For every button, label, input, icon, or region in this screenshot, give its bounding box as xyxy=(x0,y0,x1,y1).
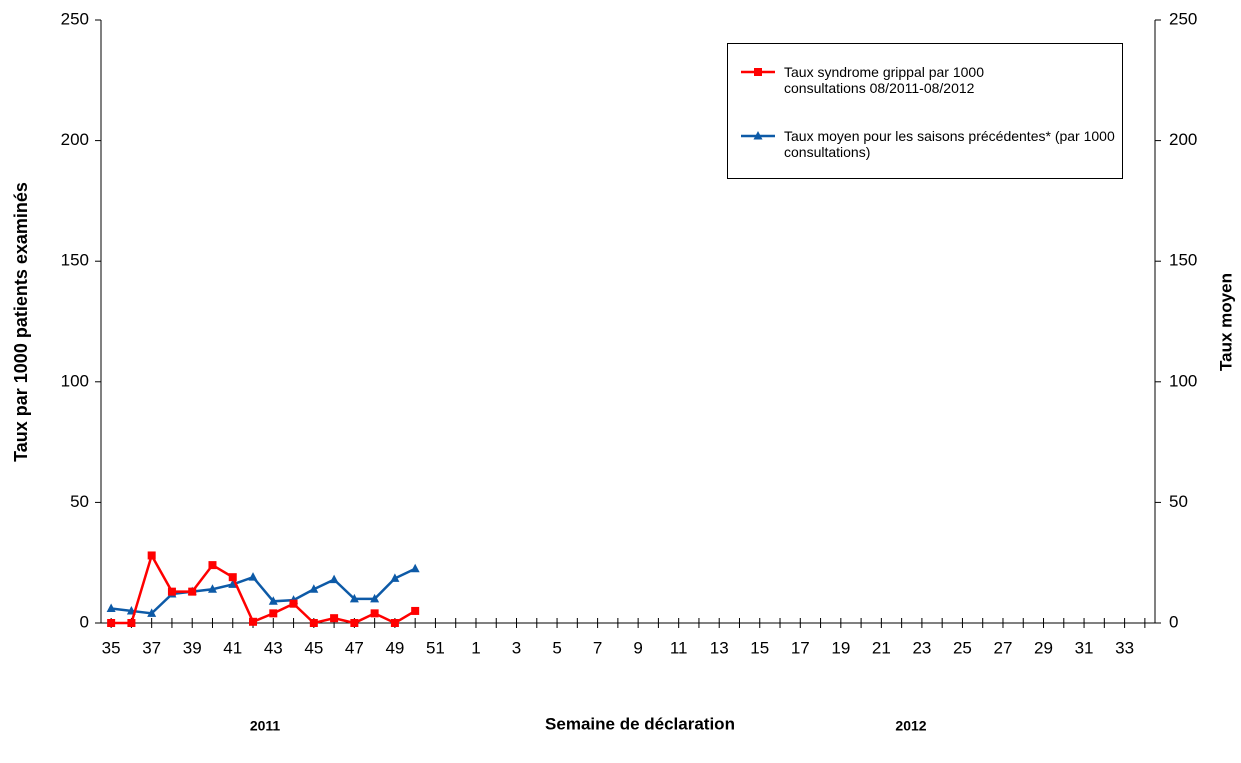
x-tick-label: 15 xyxy=(750,638,769,657)
point xyxy=(390,619,399,627)
y2-tick-label: 150 xyxy=(1169,251,1197,270)
y-tick-label: 150 xyxy=(61,251,89,270)
x-tick-label: 31 xyxy=(1075,638,1094,657)
x-tick-label: 9 xyxy=(633,638,642,657)
x-tick-label: 43 xyxy=(264,638,283,657)
point xyxy=(147,551,156,560)
x-tick-label: 51 xyxy=(426,638,445,657)
y2-tick-label: 100 xyxy=(1169,371,1197,390)
point xyxy=(207,584,217,593)
point xyxy=(248,572,258,581)
x-tick-label: 5 xyxy=(552,638,561,657)
x-tick-label: 29 xyxy=(1034,638,1053,657)
x-tick-label: 33 xyxy=(1115,638,1134,657)
point xyxy=(309,584,319,593)
point xyxy=(228,573,237,582)
legend-label: Taux syndrome grippal par 1000 consultat… xyxy=(784,64,985,96)
series-line xyxy=(111,552,416,625)
y-tick-label: 50 xyxy=(70,492,89,511)
y-tick-label: 0 xyxy=(80,612,89,631)
x-tick-label: 7 xyxy=(593,638,602,657)
legend-label: Taux moyen pour les saisons précédentes*… xyxy=(784,128,1115,160)
year-label: 2012 xyxy=(895,718,926,734)
y2-tick-label: 50 xyxy=(1169,492,1188,511)
y-tick-label: 200 xyxy=(61,130,89,149)
x-tick-label: 21 xyxy=(872,638,891,657)
x-tick-label: 11 xyxy=(670,638,688,657)
legend: Taux syndrome grippal par 1000 consultat… xyxy=(727,43,1123,179)
point xyxy=(127,619,136,627)
y-axis-label: Taux par 1000 patients examinés xyxy=(11,182,31,462)
point xyxy=(188,587,197,596)
y2-tick-label: 200 xyxy=(1169,130,1197,149)
point xyxy=(410,563,420,573)
legend-marker xyxy=(754,68,762,76)
x-tick-label: 3 xyxy=(512,638,521,657)
point xyxy=(390,573,400,582)
x-axis-label: Semaine de déclaration xyxy=(545,714,735,733)
x-tick-label: 13 xyxy=(710,638,729,657)
point xyxy=(370,609,379,618)
x-tick-label: 23 xyxy=(912,638,931,657)
point xyxy=(269,609,278,618)
x-tick-label: 45 xyxy=(304,638,323,657)
x-tick-label: 37 xyxy=(142,638,161,657)
point xyxy=(167,587,176,596)
point xyxy=(329,574,339,584)
x-tick-label: 47 xyxy=(345,638,364,657)
point xyxy=(107,619,116,627)
point xyxy=(249,617,258,626)
point xyxy=(309,619,318,627)
point xyxy=(208,561,217,570)
x-tick-label: 35 xyxy=(102,638,121,657)
point xyxy=(330,614,339,623)
point xyxy=(350,619,359,627)
x-tick-label: 27 xyxy=(994,638,1013,657)
y-tick-label: 100 xyxy=(61,371,89,390)
y2-tick-label: 0 xyxy=(1169,612,1178,631)
x-tick-label: 17 xyxy=(791,638,810,657)
point xyxy=(268,596,278,605)
point xyxy=(289,599,298,608)
y-tick-label: 250 xyxy=(61,9,89,28)
point xyxy=(349,593,359,603)
point xyxy=(411,606,420,615)
y2-tick-label: 250 xyxy=(1169,9,1197,28)
series-line xyxy=(110,567,416,615)
x-tick-label: 39 xyxy=(183,638,202,657)
x-tick-label: 1 xyxy=(471,638,480,657)
year-label: 2011 xyxy=(250,718,281,734)
x-tick-label: 25 xyxy=(953,638,972,657)
x-tick-label: 41 xyxy=(223,638,242,657)
legend-marker xyxy=(753,131,763,140)
point xyxy=(228,579,238,588)
point xyxy=(106,603,116,613)
point xyxy=(370,593,380,603)
x-tick-label: 19 xyxy=(831,638,850,657)
point xyxy=(147,608,157,617)
legend-swatch xyxy=(741,131,775,140)
y2-axis-label: Taux moyen xyxy=(1216,273,1235,371)
legend-swatch xyxy=(741,68,775,76)
x-tick-label: 49 xyxy=(385,638,404,657)
